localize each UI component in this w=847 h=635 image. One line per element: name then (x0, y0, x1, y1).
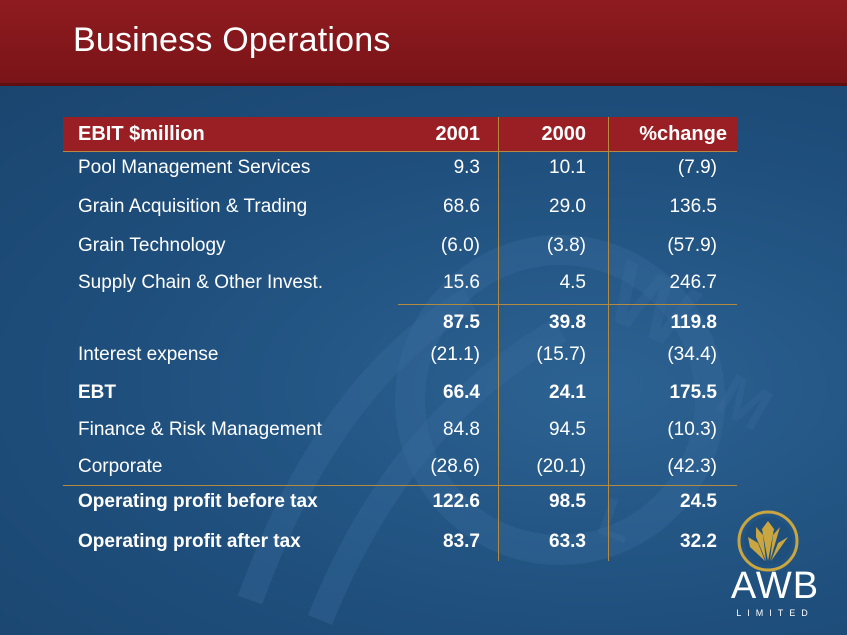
header-change: %change (639, 123, 727, 145)
value-2001: (6.0) (440, 235, 480, 256)
logo-subtitle: LIMITED (736, 608, 814, 618)
value-2000: (20.1) (536, 456, 586, 477)
value-change: 32.2 (680, 531, 717, 552)
value-change: 175.5 (669, 382, 717, 403)
row-label: Pool Management Services (78, 157, 311, 178)
row-label: Corporate (78, 456, 163, 477)
value-2001: 15.6 (443, 272, 480, 293)
value-2000: 24.1 (549, 382, 586, 403)
value-2000: 98.5 (549, 491, 586, 512)
row-label: Operating profit before tax (78, 491, 318, 512)
header-rule (63, 151, 737, 152)
header-2000: 2000 (541, 123, 587, 145)
value-2000: 4.5 (559, 272, 586, 293)
row-label: Grain Acquisition & Trading (78, 196, 308, 217)
value-2000: (15.7) (536, 344, 586, 365)
value-2001: 84.8 (443, 419, 480, 440)
value-change: 119.8 (670, 312, 718, 333)
slide-header: Business Operations (0, 0, 847, 86)
value-2000: (3.8) (546, 235, 586, 256)
total-rule (63, 485, 737, 486)
column-divider (498, 117, 499, 561)
value-2000: 94.5 (549, 419, 586, 440)
logo-text: AWB (730, 565, 820, 607)
value-change: (42.3) (667, 456, 717, 477)
value-2000: 10.1 (549, 157, 586, 178)
row-label: Finance & Risk Management (78, 419, 322, 440)
subtotal-rule (398, 304, 737, 305)
row-label: EBT (78, 382, 116, 403)
background (0, 85, 847, 635)
column-divider (608, 117, 609, 561)
value-2001: 87.5 (443, 312, 480, 333)
value-2000: 63.3 (549, 531, 586, 552)
awb-logo (737, 510, 799, 572)
value-2001: 122.6 (432, 491, 480, 512)
row-label: Interest expense (78, 344, 219, 365)
value-2001: 83.7 (443, 531, 480, 552)
value-change: 24.5 (680, 491, 717, 512)
value-2001: 66.4 (443, 382, 480, 403)
value-2001: 68.6 (443, 196, 480, 217)
value-2000: 29.0 (549, 196, 586, 217)
header-2001: 2001 (435, 123, 481, 145)
row-label: Operating profit after tax (78, 531, 301, 552)
table-header-bar (63, 117, 737, 151)
value-2001: 9.3 (453, 157, 480, 178)
value-change: (10.3) (667, 419, 717, 440)
value-change: (57.9) (667, 235, 717, 256)
value-change: (34.4) (667, 344, 717, 365)
row-label: Supply Chain & Other Invest. (78, 272, 324, 293)
value-2000: 39.8 (549, 312, 586, 333)
value-change: (7.9) (677, 157, 717, 178)
wheat-sheaf-icon (737, 510, 799, 572)
row-label: Grain Technology (78, 235, 226, 256)
header-label-ebit: EBIT $million (78, 123, 205, 145)
value-change: 136.5 (669, 196, 717, 217)
value-2001: (21.1) (430, 344, 480, 365)
slide-title: Business Operations (73, 21, 391, 59)
value-2001: (28.6) (430, 456, 480, 477)
value-change: 246.7 (669, 272, 717, 293)
